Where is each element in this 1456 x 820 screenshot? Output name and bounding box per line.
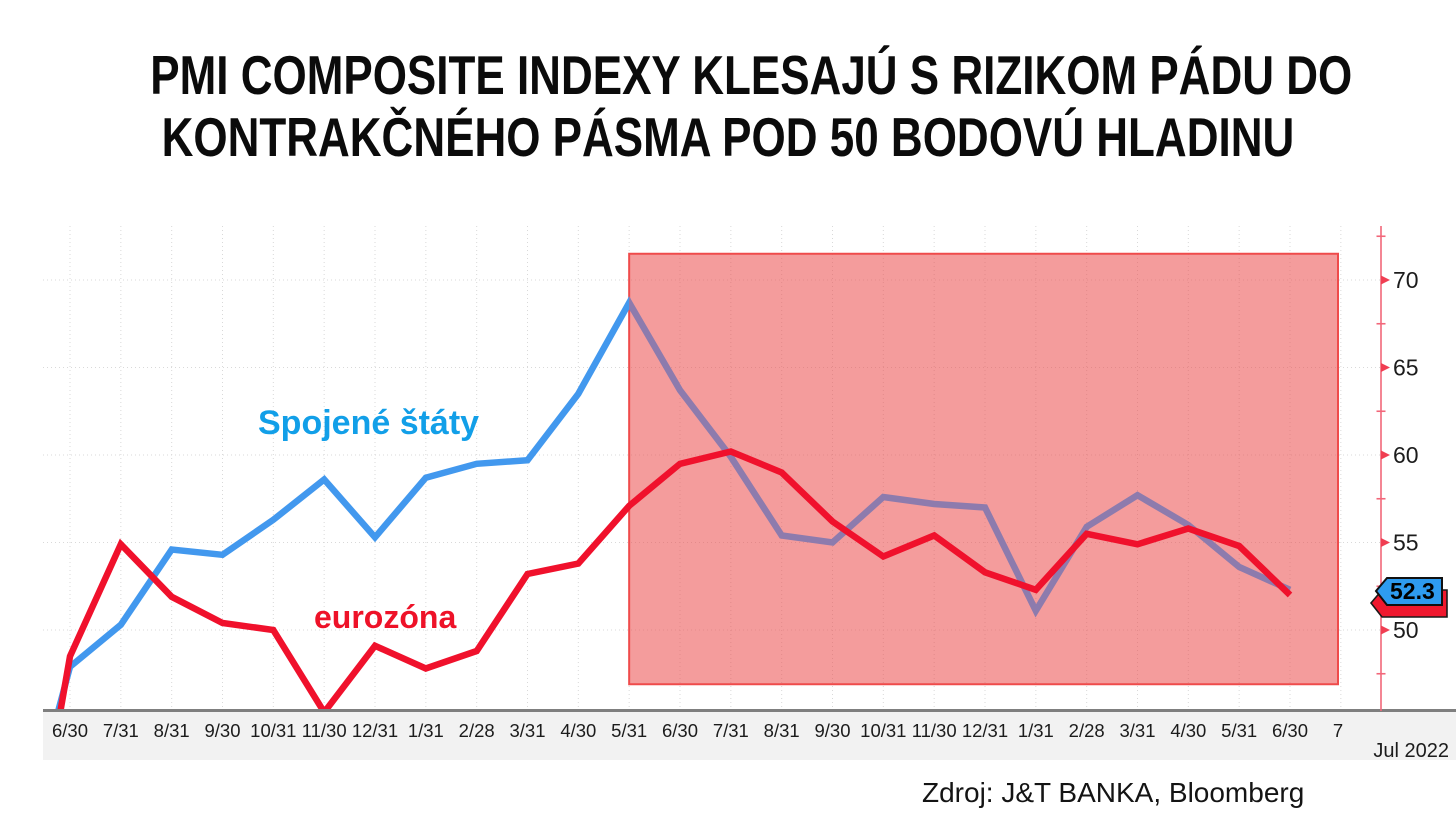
x-axis-label: 4/30 [1170, 720, 1206, 741]
y-major-tick-arrow [1381, 450, 1390, 460]
eurozone-legend-label: eurozóna [314, 599, 457, 635]
value-badge-us [1374, 577, 1443, 606]
x-axis-label: 8/31 [764, 720, 800, 741]
x-axis-line [43, 709, 1456, 712]
x-axis-label: 3/31 [509, 720, 545, 741]
x-axis-label: 7/31 [713, 720, 749, 741]
y-axis-label: 60 [1393, 442, 1419, 468]
x-axis-label: 9/30 [814, 720, 850, 741]
x-axis-label: 6/30 [52, 720, 88, 741]
value-badge-text: 52.3 [1390, 578, 1435, 604]
x-axis-label: 12/31 [962, 720, 1008, 741]
x-axis-label: 2/28 [459, 720, 495, 741]
us-legend-label: Spojené štáty [258, 404, 480, 442]
x-axis-label: 5/31 [611, 720, 647, 741]
x-axis-label: 1/31 [408, 720, 444, 741]
x-axis-label: 10/31 [860, 720, 906, 741]
y-axis-ticks [1376, 235, 1390, 675]
y-major-tick-arrow [1381, 275, 1390, 285]
y-major-tick-arrow [1381, 363, 1390, 372]
x-axis-label: 6/30 [1272, 720, 1308, 741]
source-credit: Zdroj: J&T BANKA, Bloomberg [922, 777, 1305, 808]
x-axis-labels: 6/30 7/31 8/31 9/30 10/31 11/30 12/31 1/31 2/28 3… [52, 720, 1308, 741]
chart-title: PMI COMPOSITE INDEXY KLESAJÚ S RIZIKOM P… [0, 44, 1456, 168]
y-axis-label: 70 [1393, 267, 1419, 293]
eurozone-line [57, 448, 1293, 711]
x-axis-label: 3/31 [1119, 720, 1155, 741]
x-axis-label: 4/30 [560, 720, 596, 741]
y-axis-label: 50 [1393, 617, 1419, 643]
y-major-tick-arrow [1381, 625, 1390, 635]
x-axis-label: 10/31 [250, 720, 296, 741]
x-axis-label: 2/28 [1069, 720, 1105, 741]
highlight-region [628, 252, 1339, 686]
y-major-tick-arrow [1381, 538, 1390, 547]
x-axis-label: 11/30 [912, 720, 957, 741]
y-axis-label: 65 [1393, 355, 1419, 381]
x-axis-band [43, 712, 1456, 760]
x-axis-label: 6/30 [662, 720, 698, 741]
x-axis-label: 11/30 [302, 720, 347, 741]
chart-title-line-2: KONTRAKČNÉHO PÁSMA POD 50 BODOVÚ HLADINU [161, 106, 1295, 168]
x-axis-label: 9/30 [204, 720, 240, 741]
x-last-tick-label: 7 [1333, 720, 1343, 741]
chart-title-line-1: PMI COMPOSITE INDEXY KLESAJÚ S RIZIKOM P… [150, 44, 1353, 106]
y-axis-label: 55 [1393, 530, 1419, 556]
x-axis-label: 5/31 [1221, 720, 1257, 741]
x-axis-label: 12/31 [352, 720, 398, 741]
us-line [54, 296, 631, 711]
x-axis-label: 8/31 [154, 720, 190, 741]
x-axis-label: 1/31 [1018, 720, 1054, 741]
x-axis-label: 7/31 [103, 720, 139, 741]
x-period-label: Jul 2022 [1373, 740, 1449, 762]
y-axis-labels: 50 55 60 65 70 [1393, 267, 1419, 643]
